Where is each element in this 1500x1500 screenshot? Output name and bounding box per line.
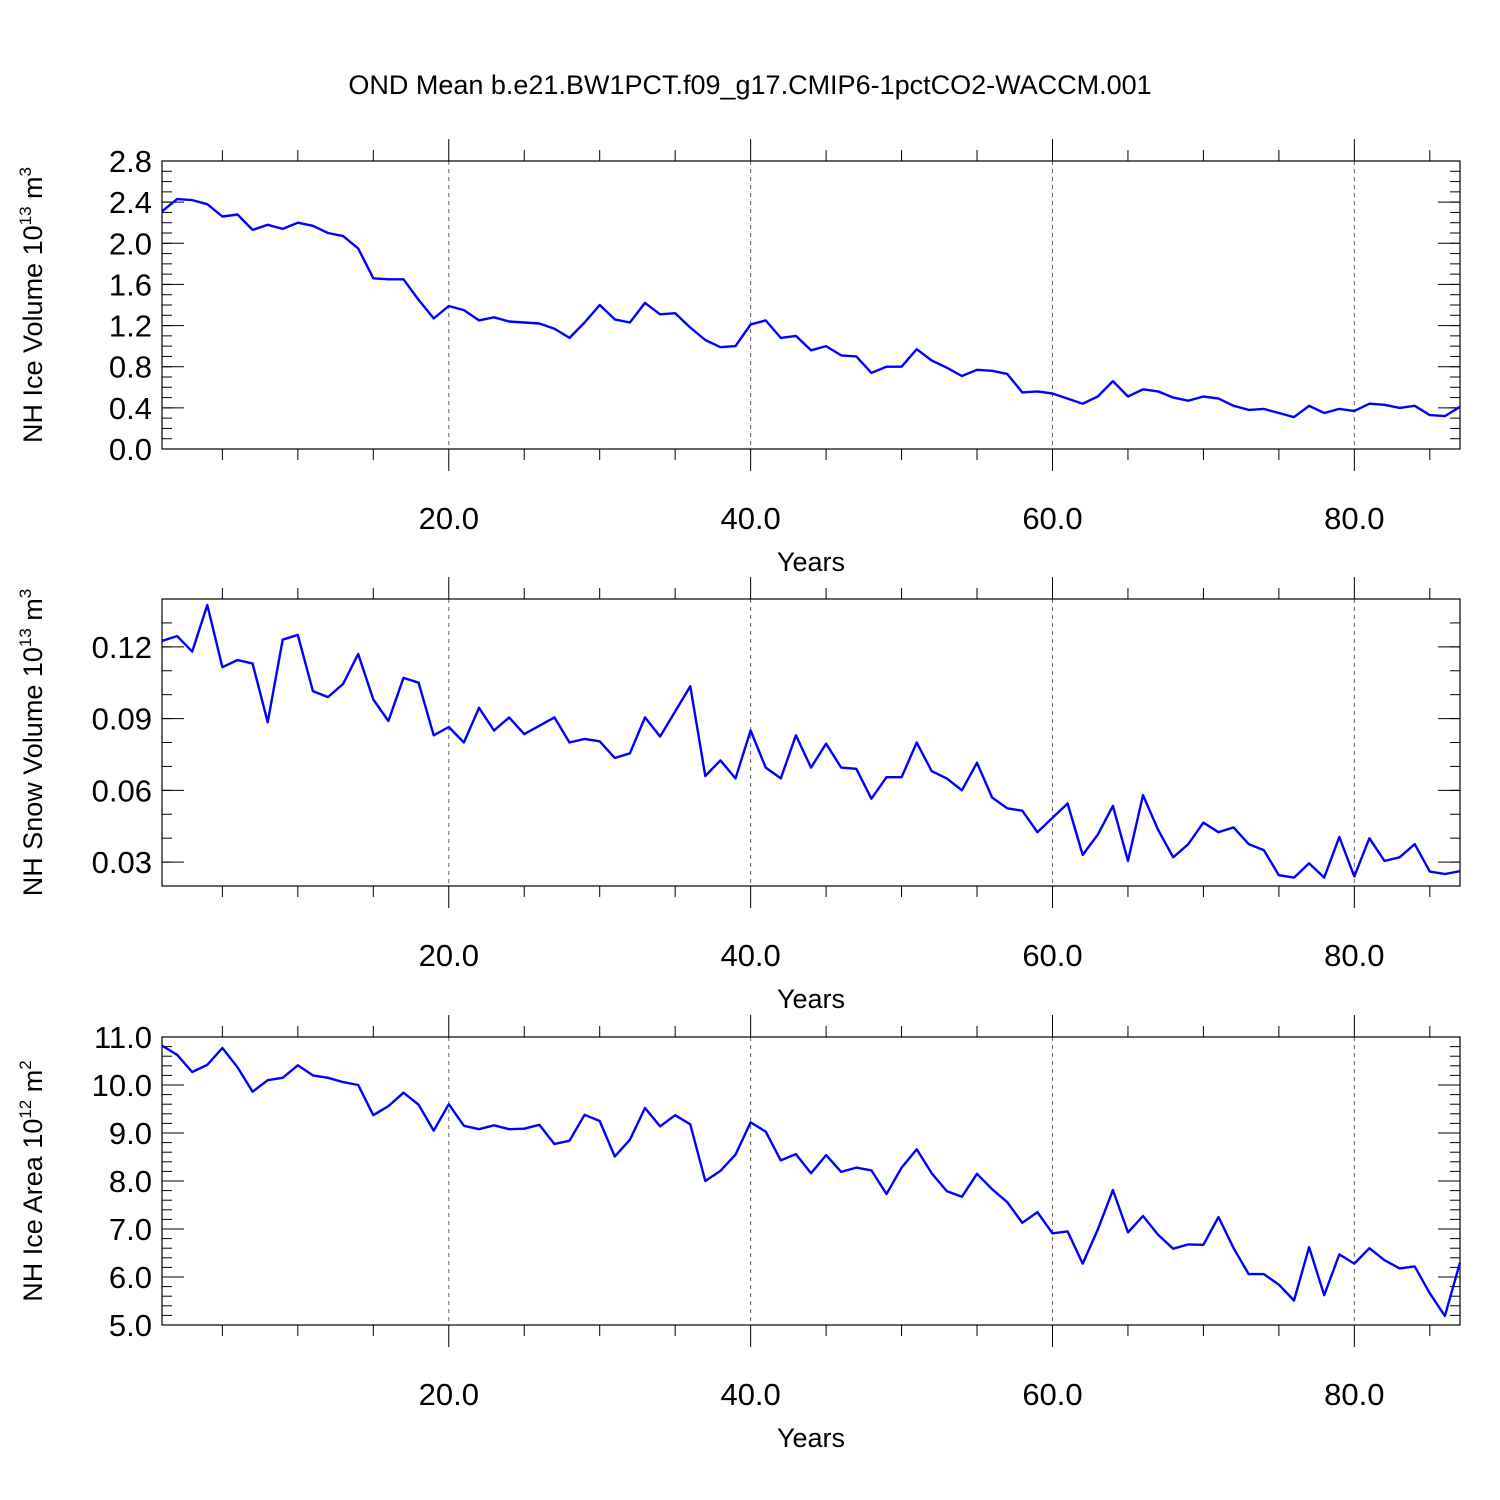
y-tick-label: 1.2 (109, 309, 152, 344)
y-tick-label: 0.4 (109, 391, 152, 426)
y-tick-label: 0.09 (92, 702, 152, 737)
plot-frame (161, 160, 1461, 450)
series-line (161, 1044, 1462, 1318)
x-tick-label: 60.0 (1022, 1377, 1082, 1412)
y-tick-label: 11.0 (94, 1020, 152, 1055)
y-tick-label: 0.0 (109, 432, 152, 467)
y-tick-label: 0.8 (109, 350, 152, 385)
y-axis-label: NH Ice Volume 1013 m3 (16, 167, 48, 443)
x-tick-label: 80.0 (1324, 1377, 1384, 1412)
x-tick-label: 20.0 (419, 938, 479, 973)
x-axis-label: Years (777, 1423, 845, 1453)
y-tick-label: 2.0 (109, 226, 152, 261)
plot-frame (161, 1036, 1461, 1326)
y-tick-label: 0.12 (92, 630, 152, 665)
x-tick-label: 80.0 (1324, 501, 1384, 536)
y-axis-label: NH Snow Volume 1013 m3 (16, 589, 48, 897)
x-axis-label: Years (777, 984, 845, 1014)
figure-title: OND Mean b.e21.BW1PCT.f09_g17.CMIP6-1pct… (348, 70, 1152, 100)
chart-panel-1: 20.0 40.0 60.0 80.0 0.0 0.4 0.8 1.2 1.6 2.0 2.4 2.8… (16, 139, 1461, 577)
y-tick-label: 10.0 (92, 1068, 152, 1103)
y-tick-label: 2.4 (109, 185, 152, 220)
y-tick-label: 0.06 (92, 773, 152, 808)
y-tick-label: 0.03 (92, 845, 152, 880)
x-tick-label: 40.0 (720, 1377, 780, 1412)
series-line (161, 603, 1461, 879)
x-axis-label: Years (777, 547, 845, 577)
y-tick-label: 9.0 (109, 1116, 152, 1151)
series-line (161, 197, 1461, 419)
y-tick-label: 7.0 (109, 1212, 152, 1247)
chart-panel-3: 20.0 40.0 60.0 80.0 5.0 6.0 7.0 8.0 9.0 10.0 11.0 Y… (16, 1015, 1462, 1453)
x-tick-label: 20.0 (419, 501, 479, 536)
chart-panel-2: 20.0 40.0 60.0 80.0 0.03 0.06 0.09 0.12 Years NH … (16, 577, 1461, 1014)
y-tick-label: 2.8 (109, 144, 152, 179)
y-axis-label: NH Ice Area 1012 m2 (16, 1060, 48, 1301)
x-tick-label: 20.0 (419, 1377, 479, 1412)
y-tick-label: 1.6 (109, 267, 152, 302)
x-tick-label: 60.0 (1022, 938, 1082, 973)
y-tick-label: 6.0 (109, 1260, 152, 1295)
x-tick-label: 80.0 (1324, 938, 1384, 973)
x-tick-label: 40.0 (720, 501, 780, 536)
x-tick-label: 40.0 (720, 938, 780, 973)
x-tick-label: 60.0 (1022, 501, 1082, 536)
y-tick-label: 8.0 (109, 1164, 152, 1199)
plot-frame (161, 598, 1461, 887)
y-tick-label: 5.0 (109, 1308, 152, 1343)
